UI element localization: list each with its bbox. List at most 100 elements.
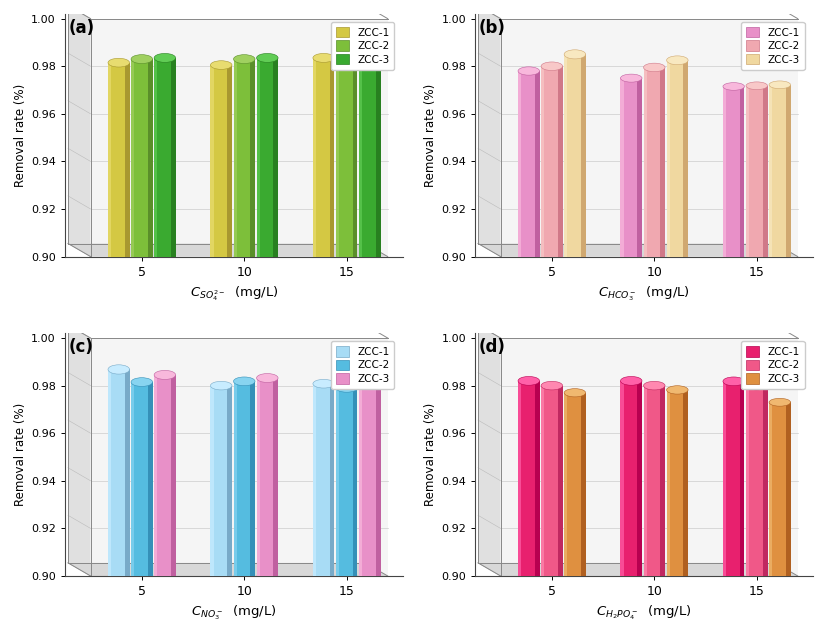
Ellipse shape [359, 62, 380, 71]
Bar [359, 378, 380, 576]
Bar [762, 86, 767, 256]
Bar [154, 58, 157, 256]
Bar [148, 382, 152, 576]
Bar [564, 393, 586, 576]
Bar [375, 66, 380, 256]
Bar [683, 390, 688, 576]
Bar [643, 385, 665, 576]
Bar [108, 370, 130, 576]
Ellipse shape [518, 377, 539, 385]
Bar [620, 381, 624, 576]
Bar [667, 60, 688, 256]
Y-axis label: Removal rate (%): Removal rate (%) [14, 83, 27, 187]
Ellipse shape [210, 60, 232, 69]
Bar [359, 66, 362, 256]
Bar [313, 384, 334, 576]
Bar [233, 382, 237, 576]
Bar [518, 71, 521, 256]
Ellipse shape [336, 572, 357, 580]
Ellipse shape [336, 384, 357, 392]
Bar [313, 58, 334, 256]
Ellipse shape [564, 50, 586, 59]
Bar [746, 385, 767, 576]
Polygon shape [478, 6, 500, 256]
Ellipse shape [313, 380, 334, 388]
Bar [500, 338, 798, 576]
Ellipse shape [541, 382, 562, 390]
Legend: ZCC-1, ZCC-2, ZCC-3: ZCC-1, ZCC-2, ZCC-3 [741, 22, 805, 70]
Bar [660, 385, 665, 576]
Bar [541, 66, 544, 256]
Bar [171, 375, 175, 576]
Bar [251, 382, 255, 576]
Bar [667, 390, 670, 576]
Ellipse shape [723, 83, 744, 90]
Ellipse shape [746, 382, 767, 390]
Bar [541, 385, 562, 576]
Ellipse shape [746, 252, 767, 260]
Bar [353, 60, 357, 256]
Ellipse shape [769, 81, 791, 88]
Ellipse shape [108, 252, 130, 261]
Bar [769, 403, 791, 576]
Ellipse shape [313, 53, 334, 62]
Ellipse shape [210, 382, 232, 390]
Ellipse shape [541, 252, 562, 261]
Bar [723, 382, 744, 576]
Ellipse shape [313, 572, 334, 580]
Bar [620, 78, 624, 256]
Ellipse shape [643, 252, 665, 261]
Bar [769, 85, 791, 256]
Bar [91, 18, 388, 256]
Ellipse shape [131, 252, 152, 261]
Bar [256, 58, 260, 256]
Bar [210, 385, 213, 576]
Ellipse shape [210, 572, 232, 580]
Bar [233, 59, 255, 256]
Polygon shape [478, 325, 500, 576]
Ellipse shape [256, 53, 278, 62]
Ellipse shape [564, 252, 586, 261]
Bar [210, 65, 213, 256]
Bar [723, 86, 744, 256]
Ellipse shape [131, 572, 152, 580]
Bar [313, 384, 316, 576]
Bar [359, 378, 362, 576]
Bar [660, 67, 665, 256]
Ellipse shape [313, 252, 334, 261]
Ellipse shape [256, 252, 278, 261]
Bar [643, 67, 665, 256]
Bar [108, 370, 111, 576]
Ellipse shape [256, 373, 278, 382]
Bar [154, 58, 175, 256]
Bar [746, 86, 749, 256]
Bar [564, 54, 567, 256]
Ellipse shape [541, 572, 562, 580]
X-axis label: $C_{NO_3^-}$  (mg/L): $C_{NO_3^-}$ (mg/L) [191, 604, 277, 622]
Ellipse shape [723, 252, 744, 260]
Bar [336, 60, 357, 256]
Text: (b): (b) [478, 18, 505, 37]
Bar [683, 60, 688, 256]
Bar [581, 54, 586, 256]
Bar [131, 382, 152, 576]
Bar [171, 58, 175, 256]
Ellipse shape [643, 382, 665, 390]
Bar [518, 71, 539, 256]
Ellipse shape [667, 385, 688, 394]
Bar [638, 78, 642, 256]
Bar [336, 60, 339, 256]
Ellipse shape [233, 377, 255, 385]
Bar [620, 78, 642, 256]
Bar [739, 86, 744, 256]
X-axis label: $C_{H_2PO_4^-}$  (mg/L): $C_{H_2PO_4^-}$ (mg/L) [596, 604, 691, 622]
Bar [375, 378, 380, 576]
Ellipse shape [359, 373, 380, 382]
Bar [518, 381, 521, 576]
Ellipse shape [154, 370, 175, 380]
Polygon shape [68, 244, 388, 256]
Ellipse shape [336, 56, 357, 65]
Y-axis label: Removal rate (%): Removal rate (%) [424, 403, 437, 506]
Bar [746, 385, 749, 576]
Bar [723, 86, 726, 256]
